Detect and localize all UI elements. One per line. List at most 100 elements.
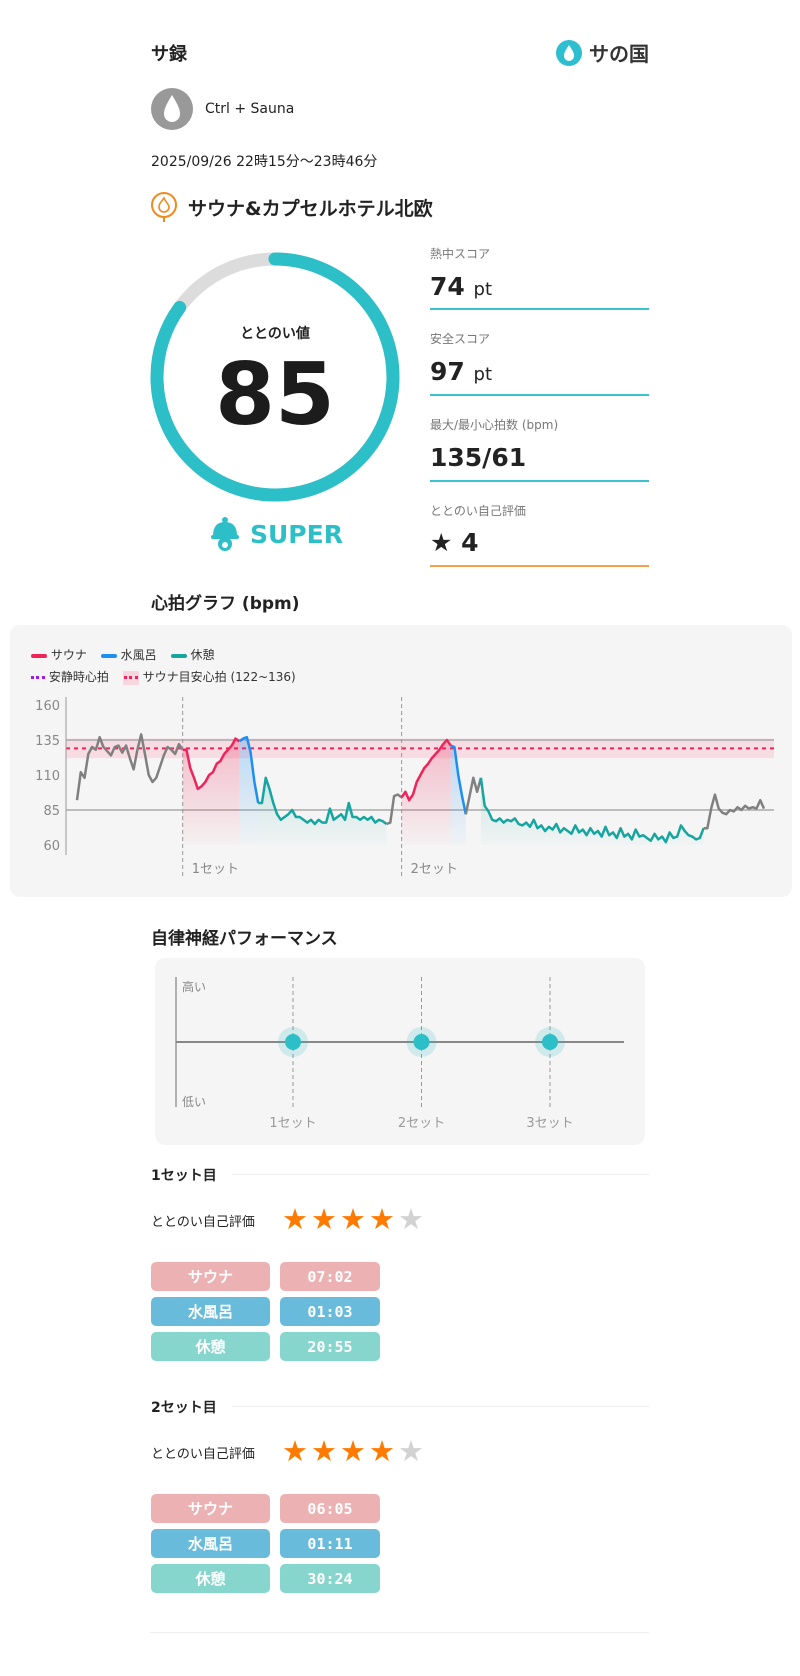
facility-row[interactable]: サウナ&カプセルホテル北欧 [150, 191, 433, 223]
legend-label: サウナ [50, 648, 87, 662]
stat-label-self-rating: ととのい自己評価 [430, 504, 526, 518]
star-icon[interactable]: ★ [311, 1202, 337, 1236]
legend-rest: 休憩 [170, 646, 215, 663]
star-icon[interactable]: ★ [282, 1434, 308, 1468]
phase-label-rest: 休憩 [151, 1564, 270, 1593]
set-title: 1セット目 [151, 1168, 217, 1184]
rank-badge: SUPER [210, 516, 343, 552]
phase-time-rest: 30:24 [280, 1564, 380, 1593]
post-hr-line [703, 793, 766, 830]
legend-label: サウナ目安心拍 (122~136) [142, 670, 296, 684]
set-title: 2セット目 [151, 1400, 217, 1416]
phase-label-sauna: サウナ [151, 1494, 270, 1523]
hr-legend: サウナ 水風呂 休憩 安静時心拍 サウナ目安心拍 (122~136) [31, 646, 296, 685]
score-ring [150, 252, 400, 502]
water-hr-line [450, 744, 468, 815]
ans-high-label: 高い [182, 980, 207, 994]
hr-chart-card [10, 625, 792, 897]
phase-time-rest: 20:55 [280, 1332, 380, 1361]
stat-value-heart-rate: 135/61 [430, 443, 527, 472]
stat-value-safety: 97 pt [430, 357, 492, 386]
self-rating-label: ととのい自己評価 [151, 1215, 255, 1230]
pre-hr-line [386, 793, 403, 826]
bottom-divider [150, 1632, 649, 1633]
star-icon[interactable]: ★ [398, 1202, 424, 1236]
star-icon[interactable]: ★ [282, 1202, 308, 1236]
legend-label: 休憩 [190, 648, 215, 662]
star-icon[interactable]: ★ [398, 1434, 424, 1468]
ans-point [542, 1034, 558, 1050]
ans-set-label: 3セット [526, 1116, 573, 1131]
sauna-hr-line [400, 738, 452, 802]
y-tick-label: 85 [43, 804, 60, 819]
stat-number: 74 [430, 272, 465, 301]
ans-title: 自律神経パフォーマンス [151, 929, 338, 949]
legend-label: 安静時心拍 [48, 670, 109, 684]
phase-label-rest: 休憩 [151, 1332, 270, 1361]
stat-value-heat: 74 pt [430, 272, 492, 301]
stat-label-heat: 熱中スコア [430, 247, 491, 261]
rest-hr-line [479, 777, 705, 844]
phase-time-water: 01:11 [280, 1529, 380, 1558]
brand-logo[interactable]: サの国 [555, 38, 649, 67]
stat-unit: pt [473, 279, 492, 300]
stat-label-safety: 安全スコア [430, 332, 491, 346]
legend-resting-hr: 安静時心拍 [31, 668, 109, 685]
score-ring-progress [150, 252, 400, 502]
star-icon: ★ [430, 528, 453, 557]
divider [232, 1406, 649, 1407]
phase-label-water: 水風呂 [151, 1297, 270, 1326]
divider [430, 308, 649, 310]
session-datetime: 2025/09/26 22時15分〜23時46分 [151, 154, 378, 170]
water-area [239, 737, 259, 845]
user-name: Ctrl + Sauna [205, 101, 295, 117]
y-tick-label: 110 [35, 769, 60, 784]
rank-label: SUPER [250, 519, 343, 549]
sauna-area [182, 738, 240, 845]
sauna-area [401, 740, 451, 845]
ans-point [285, 1034, 301, 1050]
phase-label-sauna: サウナ [151, 1262, 270, 1291]
divider [430, 394, 649, 396]
legend-water: 水風呂 [100, 646, 157, 663]
ans-set-label: 1セット [269, 1116, 316, 1131]
star-icon[interactable]: ★ [311, 1434, 337, 1468]
phase-label-water: 水風呂 [151, 1529, 270, 1558]
star-icon[interactable]: ★ [369, 1202, 395, 1236]
set-label: 1セット [192, 862, 239, 877]
logo-droplet-icon [556, 39, 582, 66]
set-label: 2セット [411, 862, 458, 877]
stat-number: 97 [430, 357, 465, 386]
sauna-hr-line [182, 737, 241, 791]
ans-card [155, 958, 645, 1145]
helmet-character-icon [211, 517, 239, 551]
y-tick-label: 60 [43, 839, 60, 854]
avatar [151, 88, 193, 130]
phase-time-water: 01:03 [280, 1297, 380, 1326]
user-row[interactable]: Ctrl + Sauna [151, 88, 294, 130]
star-rating[interactable]: ★ ★ ★ ★ ★ [282, 1205, 424, 1234]
self-rating-label: ととのい自己評価 [151, 1447, 255, 1462]
legend-sauna: サウナ [31, 646, 87, 663]
legend-target-hr: サウナ目安心拍 (122~136) [122, 668, 296, 685]
star-icon[interactable]: ★ [340, 1434, 366, 1468]
page-title: サ録 [151, 44, 187, 65]
water-hr-line [238, 735, 260, 804]
phase-time-sauna: 06:05 [280, 1494, 380, 1523]
ans-set-label: 2セット [398, 1116, 445, 1131]
score-value: 85 [215, 345, 335, 445]
stat-unit: pt [473, 364, 492, 385]
flame-pin-icon [151, 192, 177, 222]
divider [430, 565, 649, 567]
pre-hr-line [464, 776, 483, 815]
water-area [450, 745, 466, 845]
star-icon[interactable]: ★ [340, 1202, 366, 1236]
star-icon[interactable]: ★ [369, 1434, 395, 1468]
facility-name: サウナ&カプセルホテル北欧 [188, 197, 433, 220]
y-tick-label: 135 [35, 734, 60, 749]
rest-hr-line [258, 776, 388, 826]
ans-chart: 1セット 2セット 3セット [175, 977, 624, 1131]
phase-time-sauna: 07:02 [280, 1262, 380, 1291]
star-rating[interactable]: ★ ★ ★ ★ ★ [282, 1437, 424, 1466]
pre-hr-line [75, 733, 184, 801]
